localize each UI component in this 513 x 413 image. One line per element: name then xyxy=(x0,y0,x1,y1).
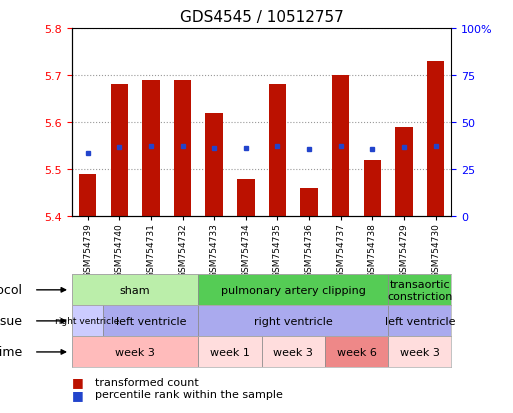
Text: protocol: protocol xyxy=(0,284,23,297)
Text: right ventricle: right ventricle xyxy=(55,317,120,325)
Text: left ventricle: left ventricle xyxy=(385,316,455,326)
Bar xyxy=(237,179,254,217)
Bar xyxy=(72,337,199,368)
Bar xyxy=(199,275,388,306)
Bar xyxy=(199,337,262,368)
Bar xyxy=(332,76,349,217)
Bar xyxy=(199,306,388,337)
Bar xyxy=(427,62,444,217)
Bar xyxy=(388,306,451,337)
Bar xyxy=(388,275,451,306)
Text: ■: ■ xyxy=(72,375,84,389)
Bar xyxy=(72,275,199,306)
Text: week 3: week 3 xyxy=(115,347,155,357)
Bar xyxy=(396,128,412,217)
Bar xyxy=(206,114,223,217)
Text: ■: ■ xyxy=(72,388,84,401)
Text: time: time xyxy=(0,346,23,358)
Text: tissue: tissue xyxy=(0,315,23,328)
Bar xyxy=(111,85,128,217)
Text: transaortic
constriction: transaortic constriction xyxy=(387,279,452,301)
Bar xyxy=(364,161,381,217)
Text: transformed count: transformed count xyxy=(95,377,199,387)
Bar xyxy=(301,189,318,217)
Text: week 1: week 1 xyxy=(210,347,250,357)
Text: pulmonary artery clipping: pulmonary artery clipping xyxy=(221,285,366,295)
Bar xyxy=(72,306,104,337)
Text: left ventricle: left ventricle xyxy=(115,316,186,326)
Text: percentile rank within the sample: percentile rank within the sample xyxy=(95,389,283,399)
Text: sham: sham xyxy=(120,285,150,295)
Bar xyxy=(325,337,388,368)
Text: week 6: week 6 xyxy=(337,347,377,357)
Bar xyxy=(174,81,191,217)
Text: week 3: week 3 xyxy=(400,347,440,357)
Bar xyxy=(104,306,199,337)
Bar xyxy=(262,337,325,368)
Bar xyxy=(269,85,286,217)
Text: right ventricle: right ventricle xyxy=(254,316,332,326)
Text: week 3: week 3 xyxy=(273,347,313,357)
Bar xyxy=(388,337,451,368)
Text: GDS4545 / 10512757: GDS4545 / 10512757 xyxy=(180,10,344,25)
Bar xyxy=(142,81,160,217)
Bar xyxy=(79,175,96,217)
